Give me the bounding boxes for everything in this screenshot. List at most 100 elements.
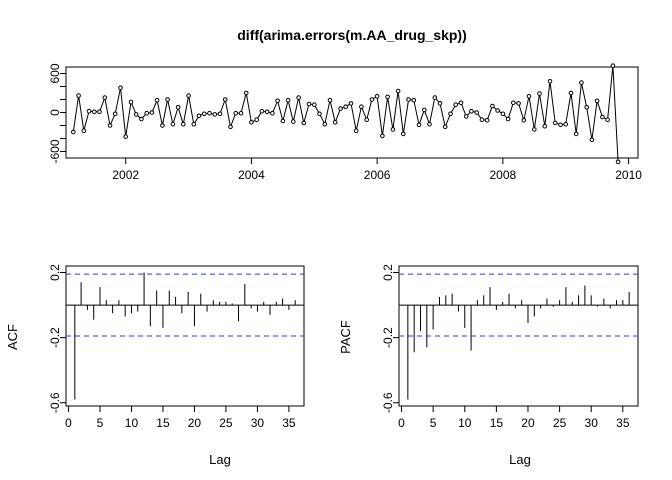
ts-data-point [532, 127, 537, 132]
pacf-y-tick-label: 0.2 [381, 264, 395, 281]
ts-data-point [160, 123, 165, 128]
ts-title: diff(arima.errors(m.AA_drug_skp)) [237, 27, 467, 43]
ts-data-point [610, 63, 616, 68]
ts-data-point [139, 116, 144, 122]
ts-data-point [233, 110, 238, 116]
pacf-y-tick-label: -0.6 [381, 392, 395, 413]
ts-data-point [264, 109, 270, 115]
ts-series-line [72, 65, 619, 162]
ts-data-point [175, 105, 181, 110]
ts-data-point [338, 106, 343, 111]
ts-data-point [458, 100, 464, 106]
ts-data-point [385, 94, 390, 100]
acf-x-tick-label: 15 [156, 416, 170, 430]
acf-xlabel: Lag [209, 452, 231, 467]
ts-data-point [92, 109, 97, 115]
ts-data-point [154, 97, 160, 103]
ts-data-point [133, 112, 139, 117]
ts-data-point [442, 124, 448, 130]
ts-data-point [118, 85, 123, 91]
ts-data-point [505, 116, 511, 122]
ts-data-point [558, 122, 563, 128]
pacf-x-tick-label: 10 [458, 416, 472, 430]
ts-data-point [390, 127, 396, 132]
ts-data-point [380, 133, 385, 139]
ts-data-point [149, 110, 155, 115]
ts-data-point [542, 123, 548, 129]
ts-data-point [374, 94, 380, 99]
ts-data-point [76, 93, 81, 98]
ts-data-point [81, 128, 87, 133]
ts-data-point [291, 119, 296, 124]
ts-data-point [196, 113, 202, 119]
ts-data-point [327, 97, 333, 103]
ts-data-point [353, 128, 359, 133]
ts-data-point [322, 121, 328, 127]
ts-data-point [422, 107, 427, 113]
ts-data-point [573, 131, 579, 137]
ts-data-point [469, 108, 474, 114]
ts-data-point [228, 124, 233, 130]
ts-data-point [243, 90, 249, 96]
ts-y-tick-label: 600 [48, 63, 62, 83]
ts-data-point [521, 118, 527, 123]
ts-data-point [254, 117, 260, 122]
ts-x-tick-label: 2008 [490, 168, 517, 182]
ts-data-point [600, 114, 605, 120]
ts-data-point [584, 105, 590, 110]
pacf-xlabel: Lag [509, 452, 531, 467]
acf-panel: 0 5 10 15 20 25 30 35 -0.6 -0.2 0.2 [48, 264, 305, 430]
ts-data-point [495, 108, 500, 113]
ts-data-point [401, 131, 406, 137]
ts-x-tick-label: 2004 [238, 168, 265, 182]
pacf-x-tick-label: 30 [585, 416, 599, 430]
pacf-x-tick-label: 25 [553, 416, 567, 430]
ts-data-point [212, 112, 218, 117]
ts-data-point [222, 97, 228, 102]
ts-data-point [259, 108, 265, 114]
ts-data-point [170, 121, 176, 127]
ts-data-point [359, 104, 364, 109]
ts-data-point [181, 121, 186, 127]
pacf-x-tick-label: 35 [616, 416, 630, 430]
ts-data-point [332, 120, 338, 125]
ts-data-point [165, 97, 170, 102]
ts-data-point [437, 101, 443, 106]
pacf-panel: 0 5 10 15 20 25 30 35 -0.6 -0.2 0.2 [381, 264, 639, 430]
ts-data-point [207, 110, 212, 116]
ts-x-tick-label: 2010 [615, 168, 642, 182]
ts-data-point [296, 95, 301, 100]
ts-data-point [364, 117, 370, 122]
ts-data-point [411, 97, 417, 103]
ts-data-point [500, 111, 506, 117]
ts-data-point [306, 101, 312, 107]
acf-x-tick-label: 30 [251, 416, 265, 430]
ts-data-point [479, 117, 485, 122]
ts-data-point [112, 111, 118, 117]
pacf-x-tick-label: 0 [398, 416, 405, 430]
ts-x-tick-label: 2006 [364, 168, 391, 182]
ts-data-point [484, 118, 490, 123]
ts-data-point [107, 123, 113, 128]
ts-data-point [406, 97, 411, 102]
pacf-x-tick-label: 15 [490, 416, 504, 430]
ts-data-point [416, 122, 422, 128]
pacf-ylabel: PACF [338, 320, 353, 354]
ts-data-point [516, 101, 521, 106]
acf-x-tick-label: 35 [282, 416, 296, 430]
ts-data-point [144, 110, 149, 116]
ts-data-point [589, 137, 595, 143]
ts-data-point [102, 95, 108, 100]
ts-data-point [275, 98, 280, 104]
ts-data-point [217, 111, 223, 117]
ts-data-point [123, 134, 128, 139]
acf-x-tick-label: 5 [97, 416, 104, 430]
ts-x-tick-label: 2002 [112, 168, 139, 182]
ts-data-point [280, 118, 286, 124]
acf-y-tick-label: 0.2 [48, 264, 62, 281]
ts-data-point [285, 97, 291, 103]
ts-data-point [312, 102, 317, 107]
ts-data-point [369, 97, 375, 102]
ts-data-point [86, 108, 92, 114]
ts-data-point [526, 94, 532, 99]
